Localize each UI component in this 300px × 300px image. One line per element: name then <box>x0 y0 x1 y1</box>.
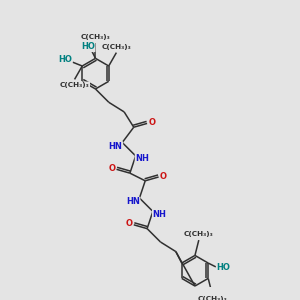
Text: O: O <box>125 219 133 228</box>
Text: C(CH₃)₃: C(CH₃)₃ <box>197 296 227 300</box>
Text: O: O <box>148 118 155 127</box>
Text: O: O <box>108 164 115 173</box>
Text: HO: HO <box>217 263 230 272</box>
Text: HO: HO <box>58 55 72 64</box>
Text: HN: HN <box>109 142 122 151</box>
Text: NH: NH <box>135 154 149 163</box>
Text: C(CH₃)₃: C(CH₃)₃ <box>60 82 89 88</box>
Text: C(CH₃)₃: C(CH₃)₃ <box>101 44 131 50</box>
Text: NH: NH <box>153 210 166 219</box>
Text: HN: HN <box>126 197 140 206</box>
Text: C(CH₃)₃: C(CH₃)₃ <box>184 231 214 237</box>
Text: O: O <box>160 172 167 181</box>
Text: HO: HO <box>81 42 95 51</box>
Text: C(CH₃)₃: C(CH₃)₃ <box>81 34 110 40</box>
